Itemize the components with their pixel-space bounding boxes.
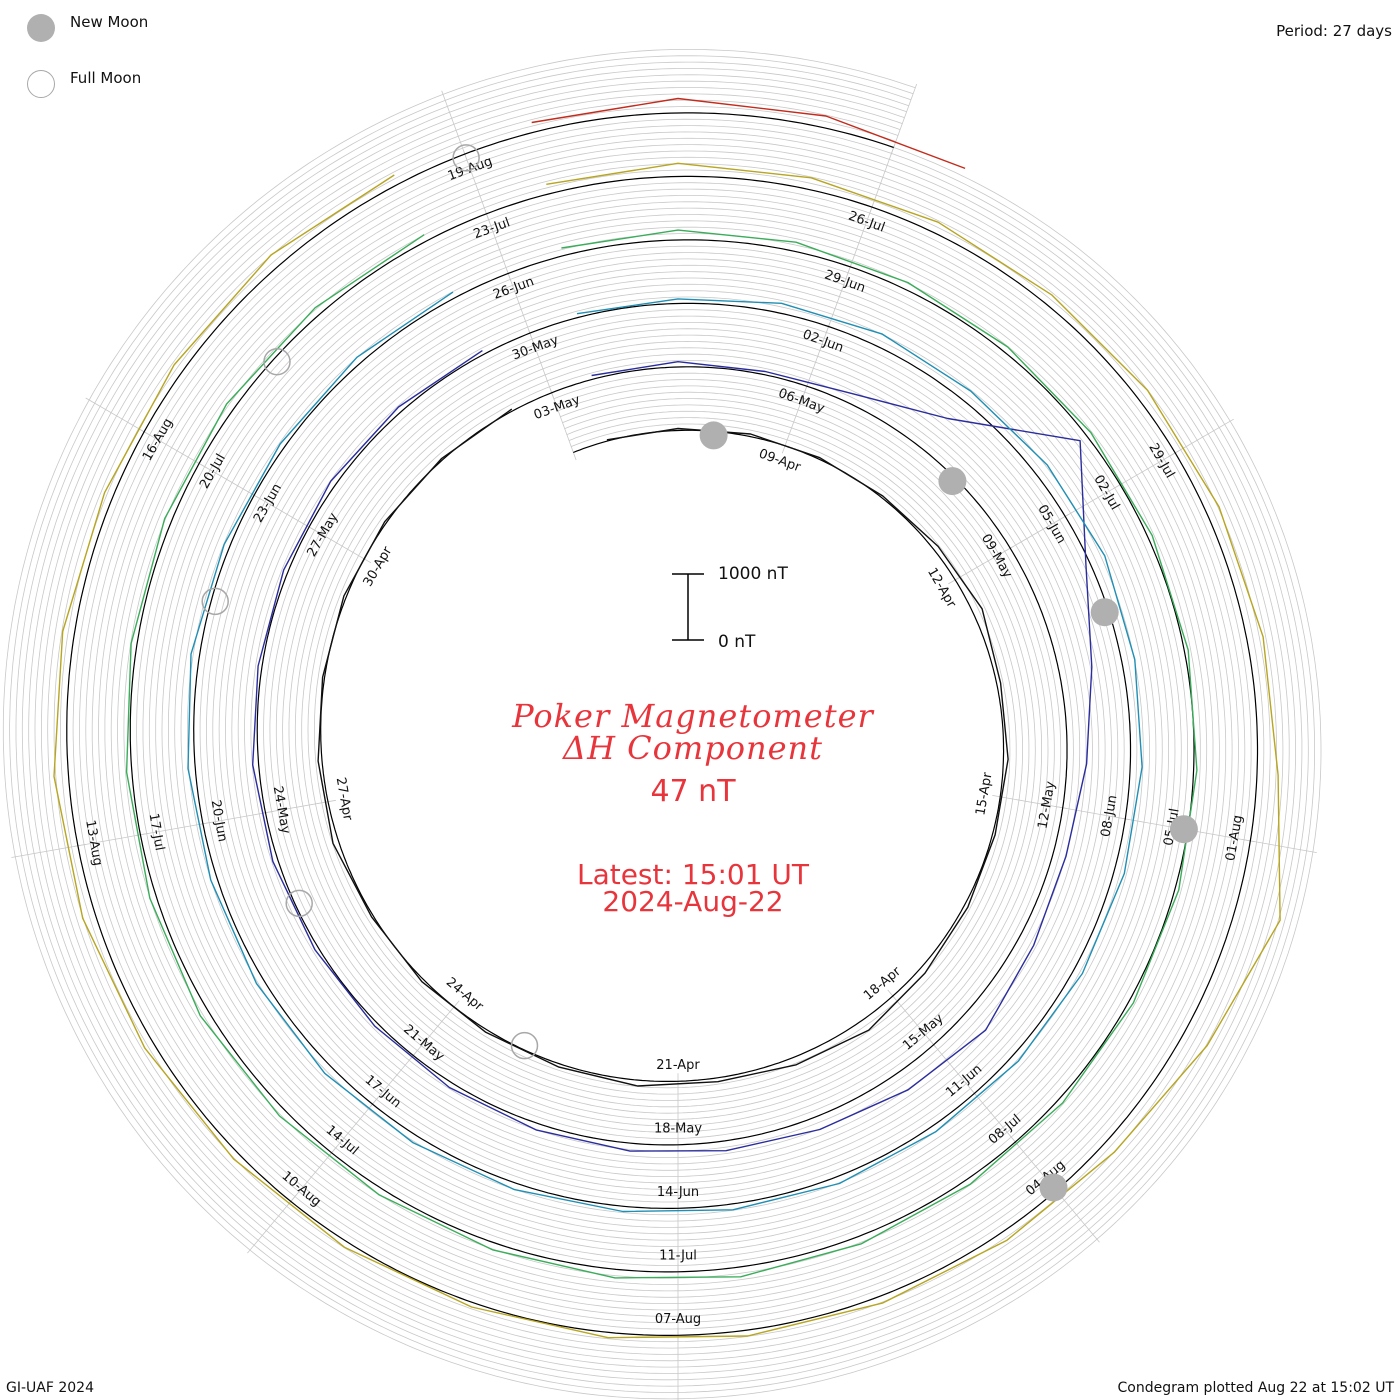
day-spoke [1054,806,1130,820]
day-spoke [85,397,152,437]
tick-label: 26-Jul [846,209,887,236]
day-spoke [868,143,896,215]
tick-label: 20-Jun [208,799,230,843]
period-label: Period: 27 days [1276,22,1392,40]
current-value: 47 nT [650,774,736,809]
day-spoke [463,150,490,222]
series-line-rotation-5 [53,162,1281,1339]
tick-label: 27-May [304,510,341,559]
day-spoke [328,1097,378,1157]
day-spoke [136,822,211,836]
new-moon-marker [938,467,967,496]
full-moon-marker [285,889,313,918]
scale-bar: 1000 nT 0 nT [672,564,788,652]
full-moon-marker [452,144,480,172]
series-line-rotation-1 [317,408,1009,1087]
chart-title: Poker Magnetometer [512,697,874,735]
tick-label: 18-May [654,1121,702,1136]
series-line-rotation-4 [125,229,1198,1279]
tick-label: 18-Apr [861,964,904,1004]
day-spoke [928,1038,978,1097]
day-spoke [247,1195,297,1254]
chart-subtitle: ΔH Component [562,729,824,767]
series-line-rotation-2 [251,350,1093,1152]
day-spoke [506,269,533,341]
scale-bar-top-label: 1000 nT [718,564,788,584]
day-spoke [890,83,918,156]
tick-label: 30-May [510,333,561,364]
tick-label: 05-Jun [1034,502,1068,546]
tick-label: 21-Apr [656,1058,700,1073]
day-spoke [11,844,86,858]
new-moon-marker [1169,815,1198,844]
tick-label: 23-Jul [472,215,513,242]
moon-markers [201,144,1198,1202]
full-moon-marker [263,347,291,376]
series-line-rotation-3 [187,291,1143,1213]
day-spoke [261,799,336,814]
day-spoke [250,492,317,532]
day-spokes [11,83,1317,1400]
day-spoke [305,524,372,564]
day-spoke [1113,450,1179,490]
day-spoke [369,1049,419,1108]
day-spoke [549,388,577,461]
new-moon-marker [1090,598,1119,627]
new-moon-marker [699,421,728,450]
day-spoke [195,461,262,500]
series-traces [53,97,1281,1339]
day-spoke [528,329,555,401]
new-moon-marker [1039,1173,1068,1202]
tick-label: 09-Apr [757,446,804,475]
full-moon-marker [201,587,229,616]
day-spoke [441,90,468,162]
day-spoke [484,209,512,282]
full-moon-legend-label: Full Moon [70,69,142,87]
latest-time: Latest: 15:01 UT [576,858,810,891]
tick-label: 16-Aug [140,416,176,464]
day-spoke [198,811,274,825]
day-spoke [1058,482,1124,521]
plotted-timestamp: Condegram plotted Aug 22 at 15:02 UT [1117,1380,1394,1396]
new-moon-legend-label: New Moon [70,13,149,31]
day-spoke [948,545,1014,585]
day-spoke [1168,418,1234,458]
tick-label: 07-Aug [655,1312,701,1327]
day-spoke [410,1000,460,1059]
tick-label: 12-Apr [924,565,959,611]
day-spoke [825,262,852,335]
tick-label: 24-Apr [443,975,486,1015]
series-line-rotation-6 [531,97,966,170]
day-spoke [1003,514,1069,553]
tick-label: 01-Aug [1223,814,1246,862]
day-spoke [887,989,937,1048]
new-moon-legend-icon [27,14,55,42]
day-spoke [781,382,809,454]
full-moon-marker [510,1031,539,1060]
scale-bar-bottom-label: 0 nT [718,632,756,652]
day-spoke [992,795,1067,809]
tick-label: 17-Jul [146,812,167,852]
tick-label: 14-Jun [657,1185,699,1200]
full-moon-legend-icon [27,70,55,98]
tick-label: 08-Jun [1098,794,1120,838]
latest-date: 2024-Aug-22 [602,885,784,918]
tick-label: 30-Apr [361,544,396,590]
day-spoke [287,1146,338,1205]
tick-label: 11-Jul [659,1248,697,1263]
day-spoke [73,833,149,847]
credit-label: GI-UAF 2024 [6,1380,94,1396]
